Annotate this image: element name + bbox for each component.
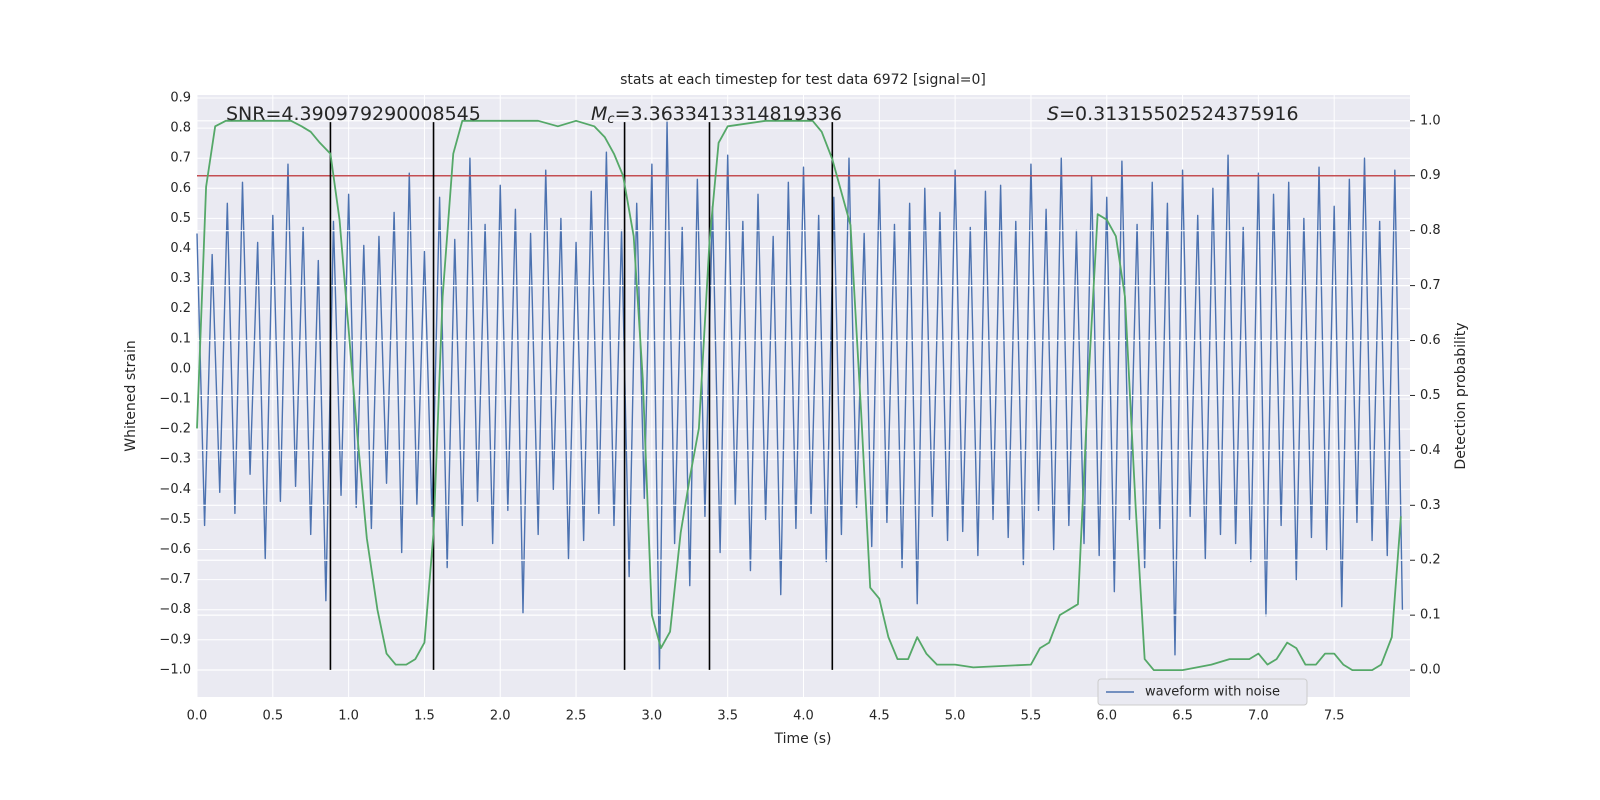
legend-box	[1097, 678, 1308, 706]
x-tick-label: 6.0	[1096, 709, 1117, 724]
x-tick-label: 3.5	[717, 709, 738, 724]
y2-tick-label: 0.4	[1420, 443, 1441, 458]
y2-tick-label: 0.8	[1420, 223, 1441, 238]
y-tick-label: 0.2	[170, 301, 191, 316]
y2-tick-label: 0.6	[1420, 333, 1441, 348]
y-tick-label: 0.9	[170, 91, 191, 106]
annotation-part: c	[607, 112, 614, 127]
y2-tick-label: 0.5	[1420, 388, 1441, 403]
y-tick-label: 0.7	[170, 151, 191, 166]
annotation-part: =0.31315502524375916	[1059, 103, 1299, 125]
x-tick-label: 2.0	[490, 709, 511, 724]
series-line	[196, 121, 1404, 671]
y-tick-label: 0.6	[170, 181, 191, 196]
y2-tick-label: 0.1	[1420, 608, 1441, 623]
annotation-part: S	[1047, 103, 1059, 125]
annotation: Mc=3.3633413314819336	[591, 103, 842, 127]
y-tick-label: 0.0	[170, 361, 191, 376]
x-tick-label: 1.0	[338, 709, 359, 724]
y-tick-label: 0.3	[170, 271, 191, 286]
chart-title: stats at each timestep for test data 697…	[620, 72, 986, 88]
y-tick-label: −0.1	[159, 392, 191, 407]
y-tick-label: 0.5	[170, 211, 191, 226]
y-tick-label: 0.4	[170, 241, 191, 256]
x-tick-label: 5.0	[945, 709, 966, 724]
y2-axis-label: Detection probability	[1453, 322, 1469, 469]
y2-tick-label: 1.0	[1420, 113, 1441, 128]
y2-tick-label: 0.3	[1420, 498, 1441, 513]
y-tick-label: −0.4	[159, 482, 191, 497]
x-tick-label: 0.0	[187, 709, 208, 724]
x-tick-label: 3.0	[642, 709, 663, 724]
series-line	[196, 119, 1402, 671]
y2-tick-label: 0.2	[1420, 553, 1441, 568]
y-tick-label: −0.6	[159, 542, 191, 557]
y-tick-label: −0.7	[159, 572, 191, 587]
y2-tick-label: 0.0	[1420, 663, 1441, 678]
legend-label: waveform with noise	[1145, 685, 1280, 700]
annotation: S=0.31315502524375916	[1047, 103, 1299, 125]
y-tick-label: −0.2	[159, 422, 191, 437]
x-tick-label: 1.5	[414, 709, 435, 724]
x-axis-label: Time (s)	[774, 731, 832, 747]
y-tick-label: 0.1	[170, 331, 191, 346]
x-tick-label: 7.5	[1324, 709, 1345, 724]
x-tick-label: 7.0	[1248, 709, 1269, 724]
y-tick-label: −0.9	[159, 632, 191, 647]
annotation-part: SNR=4.390979290008545	[226, 103, 481, 125]
x-tick-label: 6.5	[1172, 709, 1193, 724]
x-tick-label: 5.5	[1021, 709, 1042, 724]
y2-tick-label: 0.7	[1420, 278, 1441, 293]
x-tick-label: 4.0	[793, 709, 814, 724]
y-tick-label: −0.3	[159, 452, 191, 467]
y2-tick-label: 0.9	[1420, 168, 1441, 183]
y-axis-label: Whitened strain	[123, 340, 139, 451]
y-tick-label: 0.8	[170, 121, 191, 136]
x-tick-label: 0.5	[262, 709, 283, 724]
annotation-part: M	[591, 103, 607, 125]
x-tick-label: 4.5	[869, 709, 890, 724]
y-tick-label: −0.5	[159, 512, 191, 527]
y-tick-label: −0.8	[159, 602, 191, 617]
y-tick-label: −1.0	[159, 662, 191, 677]
x-tick-label: 2.5	[566, 709, 587, 724]
annotation-part: =3.3633413314819336	[615, 103, 842, 125]
annotation: SNR=4.390979290008545	[226, 103, 481, 125]
